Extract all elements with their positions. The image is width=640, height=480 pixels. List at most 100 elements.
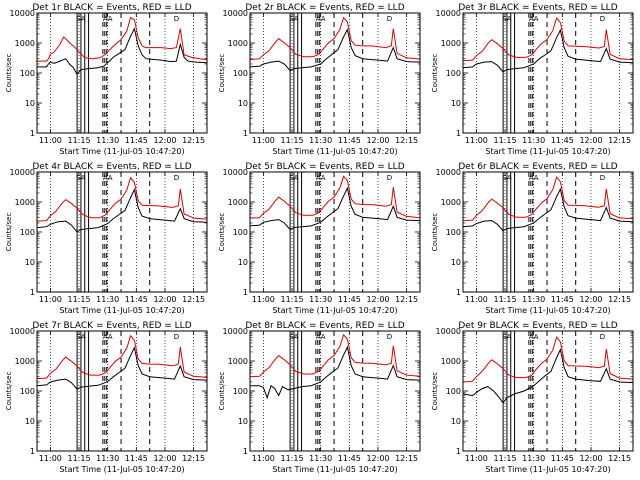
y-tick-label: 10000 [10,168,35,177]
x-tick-label: 12:00 [153,454,176,463]
plot-frame [36,171,208,293]
marker-label: SA [502,15,512,23]
marker-label: AA [529,15,539,23]
marker-label: D [387,333,392,341]
y-tick-label: 10 [238,99,248,108]
y-tick-label: 1 [456,129,461,138]
x-tick-label: 12:15 [395,454,418,463]
series-line-lld [36,334,208,380]
x-tick-label: 11:00 [252,454,275,463]
y-tick-label: 1000 [441,198,461,207]
series-line-events [249,186,421,231]
chart-panel-4: Det 4r BLACK = Events, RED = LLD Counts/s… [5,162,208,315]
y-axis-label: Counts/sec [5,372,13,411]
y-axis-label: Counts/sec [218,213,226,252]
y-tick-label: 10 [25,99,35,108]
y-tick-label: 10 [451,99,461,108]
y-tick-label: 1 [30,129,35,138]
x-tick-label: 11:30 [96,295,119,304]
chart-panel-3: Det 3r BLACK = Events, RED = LLD Counts/s… [431,3,634,156]
plot-frame [36,330,208,452]
y-tick-label: 1000 [228,39,248,48]
y-axis-label: Counts/sec [218,372,226,411]
series-line-events [462,187,634,232]
x-tick-label: 11:30 [522,454,545,463]
marker-label: AA [316,333,326,341]
marker-label: SA [289,174,299,182]
y-tick-label: 10 [25,417,35,426]
x-axis-label: Start Time (11-Jul-05 10:47:20) [485,306,610,315]
x-tick-label: 11:30 [309,295,332,304]
x-tick-label: 11:00 [39,295,62,304]
x-axis-label: Start Time (11-Jul-05 10:47:20) [485,465,610,474]
marker-label: SA [76,333,86,341]
y-tick-label: 1000 [228,357,248,366]
x-tick-label: 11:00 [39,454,62,463]
x-tick-label: 11:30 [522,136,545,145]
x-tick-label: 12:00 [579,136,602,145]
x-tick-label: 12:00 [366,454,389,463]
x-tick-label: 11:45 [338,295,361,304]
marker-label: AA [529,333,539,341]
plot-frame [462,171,634,293]
x-axis-label: Start Time (11-Jul-05 10:47:20) [59,147,184,156]
series-line-events [250,345,421,400]
y-tick-label: 1000 [15,357,35,366]
x-tick-label: 12:00 [153,295,176,304]
marker-label: D [174,174,179,182]
y-tick-label: 1 [243,288,248,297]
x-tick-label: 12:00 [366,136,389,145]
y-tick-label: 100 [233,387,248,396]
x-axis-label: Start Time (11-Jul-05 10:47:20) [485,147,610,156]
x-axis-label: Start Time (11-Jul-05 10:47:20) [59,465,184,474]
plot-frame [462,12,634,134]
y-tick-label: 10000 [223,168,248,177]
marker-label: AA [103,333,113,341]
x-tick-label: 11:30 [309,136,332,145]
marker-label: AA [316,174,326,182]
x-tick-label: 11:30 [96,454,119,463]
x-tick-label: 11:30 [522,295,545,304]
x-tick-label: 11:15 [493,295,516,304]
chart-title: Det 5r BLACK = Events, RED = LLD [245,162,404,172]
series-line-events [36,188,208,233]
marker-label: AA [316,15,326,23]
y-axis-label: Counts/sec [431,213,439,252]
y-tick-label: 1000 [15,39,35,48]
plot-frame [249,171,421,293]
series-line-lld [37,16,208,62]
plot-frame [36,12,208,134]
y-tick-label: 10000 [223,9,248,18]
marker-label: D [600,15,605,23]
y-tick-label: 10000 [10,327,35,336]
y-tick-label: 10 [25,258,35,267]
y-tick-label: 1000 [441,39,461,48]
x-axis-label: Start Time (11-Jul-05 10:47:20) [272,147,397,156]
chart-title: Det 9r BLACK = Events, RED = LLD [458,321,617,331]
x-tick-label: 11:30 [309,454,332,463]
plot-frame [249,330,421,452]
x-tick-label: 11:00 [39,136,62,145]
chart-title: Det 4r BLACK = Events, RED = LLD [32,162,191,172]
x-tick-label: 11:00 [465,295,488,304]
y-tick-label: 1 [30,288,35,297]
series-line-events [36,346,208,390]
y-tick-label: 100 [446,387,461,396]
x-tick-label: 12:15 [608,454,631,463]
y-tick-label: 100 [446,69,461,78]
y-tick-label: 100 [233,69,248,78]
x-tick-label: 12:15 [182,295,205,304]
y-tick-label: 10 [451,417,461,426]
y-tick-label: 1 [243,447,248,456]
marker-label: SA [76,15,86,23]
marker-label: AA [103,15,113,23]
x-tick-label: 11:00 [465,136,488,145]
x-tick-label: 11:45 [338,136,361,145]
series-line-events [249,28,421,72]
y-tick-label: 1 [456,447,461,456]
y-tick-label: 10000 [436,9,461,18]
y-tick-label: 10000 [223,327,248,336]
chart-title: Det 6r BLACK = Events, RED = LLD [458,162,617,172]
marker-label: D [600,174,605,182]
